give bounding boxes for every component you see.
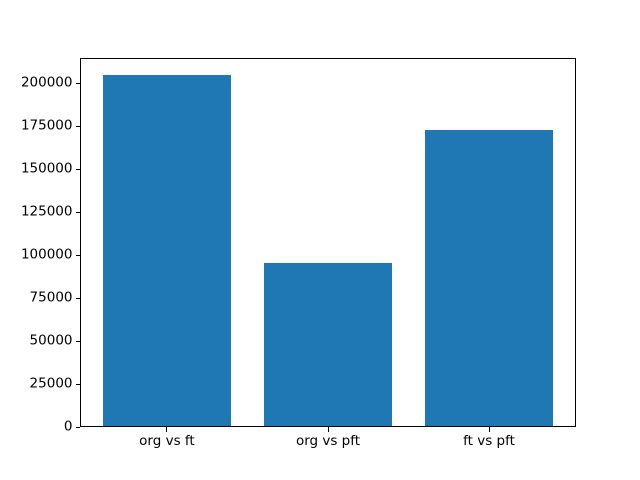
x-tick-label: ft vs pft	[463, 432, 515, 449]
bar-org-vs-pft	[263, 263, 393, 427]
bar-org-vs-ft	[102, 75, 232, 427]
y-tick-mark	[75, 383, 80, 385]
y-tick-mark	[75, 426, 80, 428]
y-tick-mark	[75, 168, 80, 170]
y-tick-mark	[75, 82, 80, 84]
y-tick-label: 75000	[29, 289, 73, 306]
y-tick-label: 0	[63, 418, 73, 435]
y-tick-mark	[75, 340, 80, 342]
x-tick-label: org vs pft	[295, 432, 361, 449]
y-tick-mark	[75, 297, 80, 299]
y-tick-label: 125000	[20, 203, 73, 220]
y-tick-label: 175000	[20, 117, 73, 134]
y-tick-label: 25000	[29, 375, 73, 392]
y-tick-label: 50000	[29, 332, 73, 349]
x-tick-mark	[488, 427, 490, 432]
x-tick-label: org vs ft	[139, 432, 195, 449]
y-tick-label: 200000	[20, 74, 73, 91]
plot-area	[80, 57, 576, 428]
y-tick-label: 100000	[20, 246, 73, 263]
x-tick-mark	[166, 427, 168, 432]
y-tick-label: 150000	[20, 160, 73, 177]
y-tick-mark	[75, 125, 80, 127]
y-tick-mark	[75, 211, 80, 213]
bar-ft-vs-pft	[424, 129, 554, 427]
y-tick-mark	[75, 254, 80, 256]
x-tick-mark	[327, 427, 329, 432]
